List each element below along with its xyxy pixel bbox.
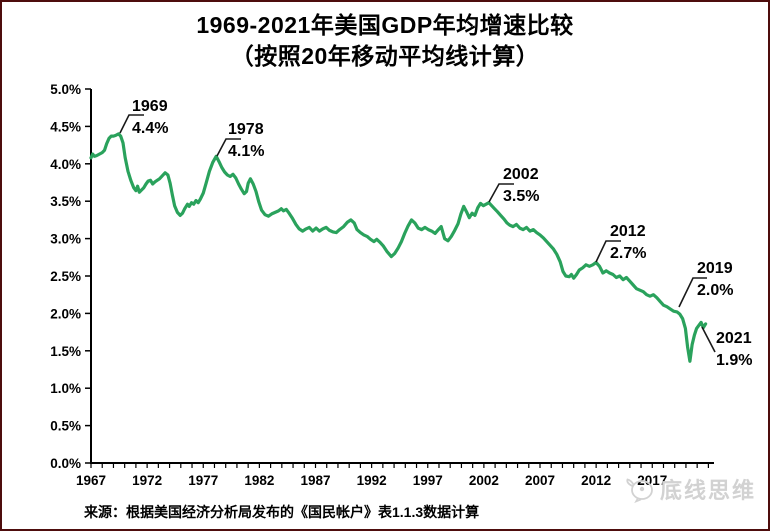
x-tick-label: 1992 bbox=[357, 473, 387, 488]
annotation-leader-line bbox=[678, 277, 707, 308]
annotation-year-label: 2021 bbox=[716, 330, 752, 347]
gdp-growth-line bbox=[89, 132, 708, 363]
annotation-leader-line bbox=[595, 240, 621, 263]
annotation-value-label: 3.5% bbox=[503, 188, 539, 205]
x-tick-label: 2012 bbox=[581, 473, 611, 488]
y-tick-label: 2.5% bbox=[50, 269, 81, 284]
annotation-year-label: 1978 bbox=[228, 121, 264, 138]
chart-title-line1: 1969-2021年美国GDP年均增速比较 bbox=[196, 12, 574, 38]
y-tick-label: 1.5% bbox=[50, 344, 81, 359]
y-tick-label: 0.5% bbox=[50, 419, 81, 434]
y-tick-label: 3.0% bbox=[50, 232, 81, 247]
y-tick-label: 1.0% bbox=[50, 381, 81, 396]
annotation-year-label: 2019 bbox=[697, 260, 733, 277]
y-tick-label: 4.0% bbox=[50, 157, 81, 172]
x-tick-label: 1972 bbox=[132, 473, 162, 488]
annotation-leader-line bbox=[119, 114, 144, 134]
chart-title-line2: （按照20年移动平均线计算） bbox=[230, 43, 540, 69]
y-tick-label: 3.5% bbox=[50, 194, 81, 209]
annotation-leader-line bbox=[216, 138, 241, 157]
annotation-value-label: 2.0% bbox=[697, 282, 733, 299]
annotation-value-label: 2.7% bbox=[610, 245, 646, 262]
x-tick-label: 1982 bbox=[244, 473, 274, 488]
y-tick-label: 4.5% bbox=[50, 119, 81, 134]
x-tick-label: 2007 bbox=[525, 473, 555, 488]
annotation-year-label: 2002 bbox=[503, 166, 539, 183]
annotation-year-label: 1969 bbox=[132, 98, 168, 115]
x-tick-label: 1977 bbox=[188, 473, 218, 488]
x-tick-label: 1997 bbox=[413, 473, 443, 488]
annotation-leader-line bbox=[701, 326, 716, 353]
y-tick-label: 2.0% bbox=[50, 306, 81, 321]
annotation-year-label: 2012 bbox=[610, 223, 646, 240]
annotation-value-label: 4.4% bbox=[132, 120, 168, 137]
watermark-text: 底线思维 bbox=[659, 478, 756, 503]
annotation-value-label: 4.1% bbox=[228, 143, 264, 160]
chart-title: 1969-2021年美国GDP年均增速比较 （按照20年移动平均线计算） bbox=[2, 10, 768, 72]
x-tick-label: 1967 bbox=[76, 473, 106, 488]
watermark: 底线思维 bbox=[624, 473, 756, 505]
x-tick-label: 2002 bbox=[469, 473, 499, 488]
x-tick-label: 2017 bbox=[637, 473, 667, 488]
bird-logo-icon bbox=[626, 478, 653, 503]
annotation-leader-line bbox=[488, 183, 514, 203]
annotation-value-label: 1.9% bbox=[716, 352, 752, 369]
y-tick-label: 5.0% bbox=[50, 82, 81, 97]
y-tick-label: 0.0% bbox=[50, 456, 81, 471]
x-tick-label: 1987 bbox=[300, 473, 330, 488]
source-note: 来源：根据美国经济分析局发布的《国民帐户》表1.1.3数据计算 bbox=[84, 504, 480, 520]
